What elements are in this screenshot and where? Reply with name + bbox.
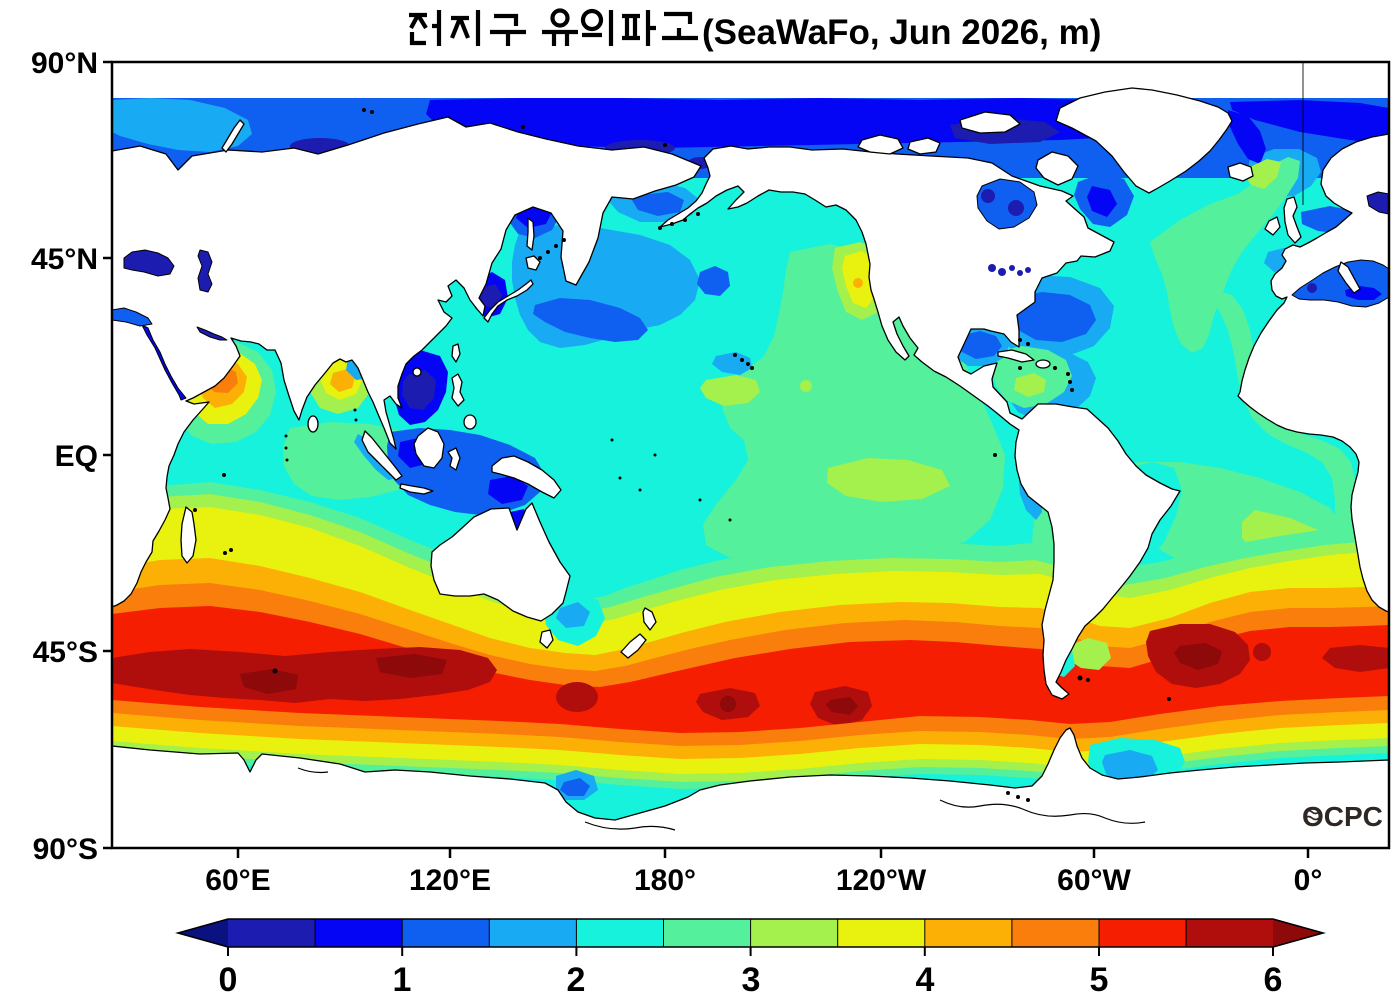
ice-shelf-lines — [297, 767, 1146, 831]
polar-nodata-strip — [112, 62, 1389, 98]
colorbar-label-0: 0 — [219, 961, 238, 999]
continent-greenland — [1055, 87, 1233, 194]
island-novaya-zemlya — [221, 119, 245, 153]
great-lakes — [988, 264, 1031, 276]
island-hainan — [412, 367, 422, 377]
map-field — [112, 62, 1389, 848]
island-dots — [193, 108, 1171, 802]
x-tick-label-120w: 120°W — [836, 864, 927, 897]
x-tick-label-120e: 120°E — [409, 864, 491, 897]
island-hokkaido — [525, 255, 541, 271]
watermark: OCPC — [1302, 801, 1383, 832]
x-tick-label-60e: 60°E — [205, 864, 270, 897]
y-axis: 90°N 45°N EQ 45°S 90°S — [31, 47, 112, 866]
island-mindanao — [463, 414, 477, 430]
watermark-text: OCPC — [1302, 801, 1383, 832]
island-banks — [907, 137, 941, 155]
islands — [180, 111, 1302, 659]
enclosed-seas — [112, 178, 1389, 401]
colorbar-label-6: 6 — [1264, 961, 1283, 999]
island-victoria — [857, 134, 904, 155]
x-axis-ticks — [236, 848, 1310, 858]
island-baffin — [1035, 151, 1079, 186]
extreme-wave-cores — [112, 624, 1389, 726]
figure-title: (SeaWaFo, Jun 2026, m) — [409, 8, 1101, 52]
island-cuba — [997, 349, 1035, 363]
mediterranean-east — [112, 307, 153, 327]
island-japan-honshu — [483, 279, 534, 323]
colorbar-tick-marks — [227, 947, 1274, 956]
colorbar-arrow-right — [1273, 919, 1323, 947]
baltic-sea — [1366, 191, 1389, 215]
title-latin: (SeaWaFo, Jun 2026, m) — [702, 13, 1101, 52]
x-axis: 60°E 120°E 180° 120°W 60°W 0° — [205, 848, 1322, 897]
island-nz-north — [642, 607, 657, 631]
colorbar-label-1: 1 — [393, 961, 412, 999]
island-new-guinea — [491, 455, 562, 499]
colorbar: 0 1 2 3 4 5 6 — [175, 918, 1326, 999]
island-tasmania — [539, 629, 554, 649]
x-tick-label-60w: 60°W — [1057, 864, 1131, 897]
island-taiwan — [451, 343, 461, 363]
continent-antarctica — [112, 727, 1389, 848]
watermark-wave-icon — [1304, 809, 1320, 821]
caspian-sea — [197, 249, 213, 293]
island-iceland — [1227, 162, 1254, 182]
colorbar-label-5: 5 — [1090, 961, 1109, 999]
colorbar-swatches — [178, 919, 1323, 947]
island-nz-south — [620, 633, 647, 659]
y-tick-label-45n: 45°N — [31, 243, 98, 276]
continent-eurasia-africa-east — [112, 116, 702, 608]
y-tick-label-90n: 90°N — [31, 47, 98, 80]
island-sumatra — [361, 430, 403, 481]
continent-europe-africa-west — [1237, 133, 1389, 613]
island-ireland — [1264, 216, 1281, 236]
island-sri-lanka — [307, 415, 319, 433]
x-tick-label-0: 0° — [1294, 864, 1323, 897]
island-borneo — [413, 427, 445, 469]
italy-peninsula — [1337, 261, 1361, 294]
black-sea — [123, 249, 175, 277]
colorbar-label-4: 4 — [916, 961, 935, 999]
colorbar-arrow-left — [178, 919, 228, 947]
y-tick-label-45s: 45°S — [33, 636, 98, 669]
red-sea — [141, 324, 187, 401]
x-tick-label-180: 180° — [634, 864, 696, 897]
island-madagascar — [180, 506, 197, 564]
island-sakhalin — [526, 217, 535, 251]
island-java — [399, 483, 434, 495]
y-tick-label-90s: 90°S — [33, 833, 98, 866]
continent-australia — [430, 502, 571, 622]
colorbar-label-2: 2 — [567, 961, 586, 999]
colorbar-dividers — [314, 919, 1187, 947]
island-sulawesi — [447, 447, 461, 471]
island-hispaniola — [1035, 359, 1051, 369]
island-uk — [1283, 196, 1302, 244]
island-luzon — [451, 373, 465, 407]
continents — [112, 87, 1389, 848]
y-tick-label-eq: EQ — [55, 440, 98, 473]
island-ellesmere — [959, 111, 1021, 134]
y-axis-ticks — [103, 60, 112, 850]
colorbar-label-3: 3 — [742, 961, 761, 999]
title-korean-glyphs — [409, 8, 698, 46]
persian-gulf — [196, 326, 228, 341]
continent-americas — [659, 145, 1181, 700]
